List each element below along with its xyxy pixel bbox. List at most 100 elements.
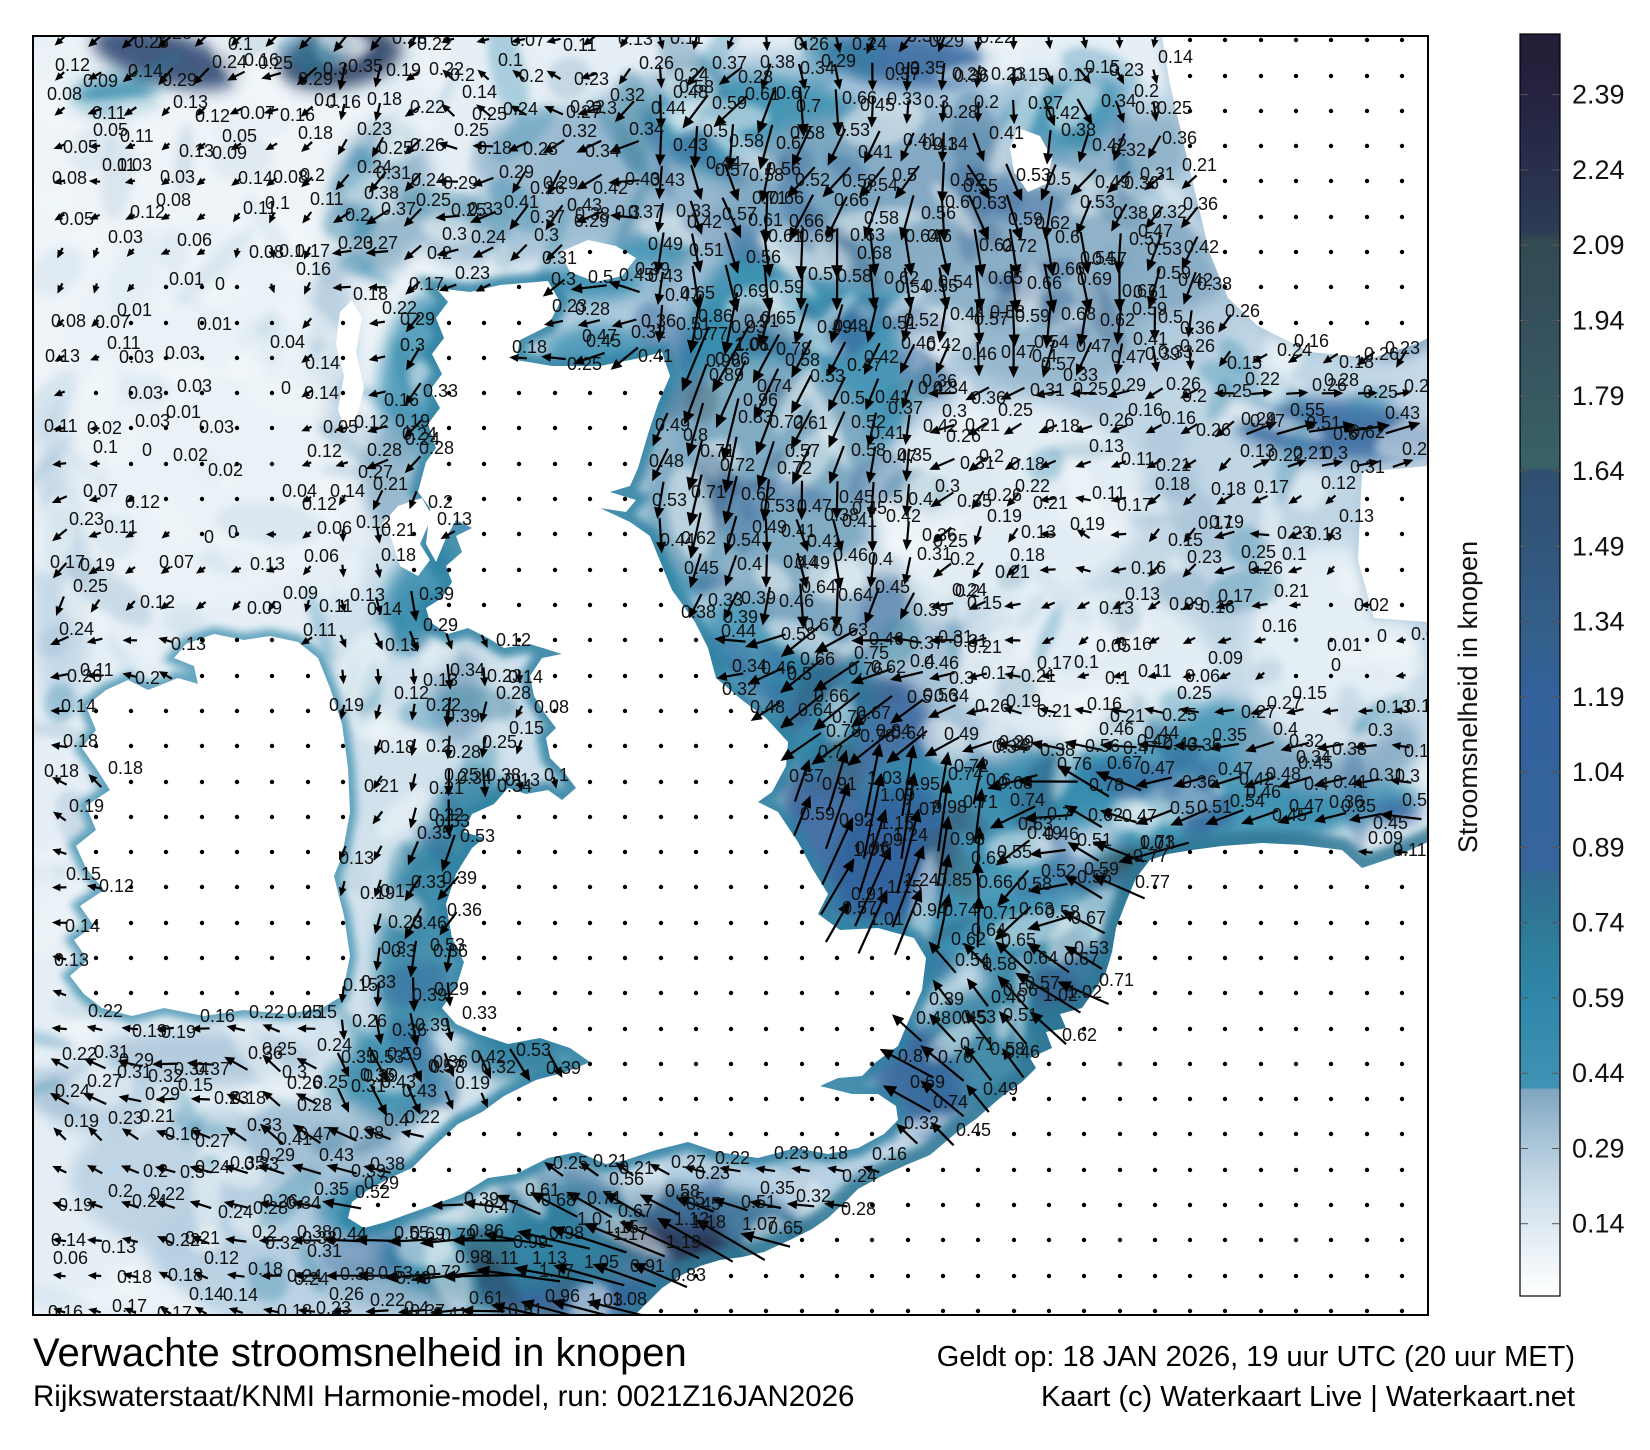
svg-text:0.25: 0.25 <box>258 53 293 73</box>
svg-text:0.19: 0.19 <box>64 1111 99 1131</box>
svg-text:0.66: 0.66 <box>978 872 1013 892</box>
svg-text:0.66: 0.66 <box>814 686 849 706</box>
svg-text:0.28: 0.28 <box>1324 370 1359 390</box>
svg-text:0.22: 0.22 <box>62 1044 97 1064</box>
svg-text:0.01: 0.01 <box>169 269 204 289</box>
svg-text:0.05: 0.05 <box>59 209 94 229</box>
svg-text:0.14: 0.14 <box>1158 47 1193 67</box>
svg-text:0.21: 0.21 <box>1156 455 1191 475</box>
svg-text:0.36: 0.36 <box>641 311 676 331</box>
svg-text:0.62: 0.62 <box>979 235 1014 255</box>
svg-text:0.38: 0.38 <box>340 1264 375 1284</box>
svg-text:1.15: 1.15 <box>887 877 922 897</box>
svg-text:0.47: 0.47 <box>484 1197 519 1217</box>
svg-text:0.35: 0.35 <box>957 491 992 511</box>
svg-text:0.11: 0.11 <box>319 596 353 616</box>
svg-text:1.24: 1.24 <box>893 825 928 845</box>
svg-text:0.16: 0.16 <box>165 1124 200 1144</box>
svg-text:0.24: 0.24 <box>852 34 887 54</box>
svg-text:0.06: 0.06 <box>1185 666 1220 686</box>
svg-text:2.39: 2.39 <box>1572 80 1625 110</box>
svg-text:0.12: 0.12 <box>130 202 165 222</box>
svg-text:0.47: 0.47 <box>665 285 700 305</box>
svg-text:0.12: 0.12 <box>195 106 230 126</box>
svg-text:0.07: 0.07 <box>240 103 275 123</box>
svg-text:0.3: 0.3 <box>442 224 467 244</box>
svg-text:0.69: 0.69 <box>910 1072 945 1092</box>
svg-text:0.16: 0.16 <box>244 50 279 70</box>
svg-text:0.66: 0.66 <box>842 88 877 108</box>
svg-text:0.34: 0.34 <box>585 141 620 161</box>
svg-text:0.2: 0.2 <box>950 549 975 569</box>
svg-text:0.63: 0.63 <box>1019 899 1054 919</box>
svg-text:0.15: 0.15 <box>1013 65 1048 85</box>
svg-text:0.36: 0.36 <box>433 1052 468 1072</box>
svg-text:0.03: 0.03 <box>199 417 234 437</box>
svg-text:1.19: 1.19 <box>666 1232 701 1252</box>
svg-text:0.69: 0.69 <box>733 281 768 301</box>
svg-text:0.19: 0.19 <box>329 695 364 715</box>
svg-text:0.51: 0.51 <box>689 240 724 260</box>
svg-text:0.26: 0.26 <box>263 1191 298 1211</box>
svg-text:0.38: 0.38 <box>370 1154 405 1174</box>
svg-text:0.45: 0.45 <box>875 577 910 597</box>
svg-text:0.63: 0.63 <box>833 620 868 640</box>
svg-text:0.45: 0.45 <box>1373 813 1408 833</box>
svg-text:0.74: 0.74 <box>1572 908 1625 938</box>
svg-text:0.48: 0.48 <box>396 1268 431 1288</box>
svg-text:0.36: 0.36 <box>1329 792 1364 812</box>
svg-text:0.09: 0.09 <box>1169 594 1204 614</box>
svg-text:0.6: 0.6 <box>986 770 1011 790</box>
svg-text:0.38: 0.38 <box>359 12 394 32</box>
svg-text:0.42: 0.42 <box>687 212 722 232</box>
svg-text:0.33: 0.33 <box>244 1154 279 1174</box>
svg-text:0.67: 0.67 <box>856 703 891 723</box>
svg-text:0.34: 0.34 <box>1101 91 1136 111</box>
svg-text:0.84: 0.84 <box>876 721 911 741</box>
svg-text:0.24: 0.24 <box>132 1191 167 1211</box>
svg-text:0.62: 0.62 <box>741 484 776 504</box>
svg-text:0.13: 0.13 <box>437 509 472 529</box>
svg-text:0.46: 0.46 <box>901 333 936 353</box>
svg-text:0.2: 0.2 <box>345 205 370 225</box>
svg-text:0.19: 0.19 <box>395 411 430 431</box>
svg-text:0.96: 0.96 <box>706 351 741 371</box>
svg-text:0.22: 0.22 <box>429 805 464 825</box>
svg-text:0.42: 0.42 <box>923 416 958 436</box>
svg-text:0.2: 0.2 <box>135 668 160 688</box>
svg-text:0.18: 0.18 <box>108 758 143 778</box>
svg-text:0.21: 0.21 <box>1274 581 1309 601</box>
svg-text:0.18: 0.18 <box>231 1088 266 1108</box>
svg-text:0.56: 0.56 <box>609 1169 644 1189</box>
svg-text:0.42: 0.42 <box>471 1047 506 1067</box>
svg-text:0.58: 0.58 <box>851 440 886 460</box>
svg-text:0.4: 0.4 <box>384 1110 409 1130</box>
svg-text:0.22: 0.22 <box>249 1002 284 1022</box>
svg-text:0.13: 0.13 <box>1089 436 1124 456</box>
svg-text:0.46: 0.46 <box>761 658 796 678</box>
svg-text:0.26: 0.26 <box>639 53 674 73</box>
svg-text:0.33: 0.33 <box>411 872 446 892</box>
svg-text:0.15: 0.15 <box>1168 530 1203 550</box>
svg-text:0.57: 0.57 <box>974 309 1009 329</box>
svg-text:0.54: 0.54 <box>863 175 898 195</box>
svg-text:0.66: 0.66 <box>1027 273 1062 293</box>
svg-text:0.31: 0.31 <box>117 1062 152 1082</box>
svg-text:1.01: 1.01 <box>735 334 770 354</box>
svg-text:0.19: 0.19 <box>360 883 395 903</box>
svg-text:0.34: 0.34 <box>934 686 969 706</box>
svg-text:0.16: 0.16 <box>723 20 758 40</box>
svg-text:0.93: 0.93 <box>950 829 985 849</box>
svg-text:0.28: 0.28 <box>253 1198 288 1218</box>
svg-text:0.13: 0.13 <box>171 634 206 654</box>
svg-text:0.46: 0.46 <box>869 629 904 649</box>
svg-text:0.24: 0.24 <box>503 99 538 119</box>
svg-text:0.15: 0.15 <box>66 864 101 884</box>
svg-text:0.56: 0.56 <box>746 247 781 267</box>
svg-text:0.33: 0.33 <box>676 201 711 221</box>
svg-text:1.64: 1.64 <box>1572 456 1625 486</box>
svg-text:0.55: 0.55 <box>1290 400 1325 420</box>
svg-text:2.09: 2.09 <box>1572 230 1625 260</box>
svg-text:0.29: 0.29 <box>952 64 987 84</box>
svg-text:0.16: 0.16 <box>1131 558 1166 578</box>
